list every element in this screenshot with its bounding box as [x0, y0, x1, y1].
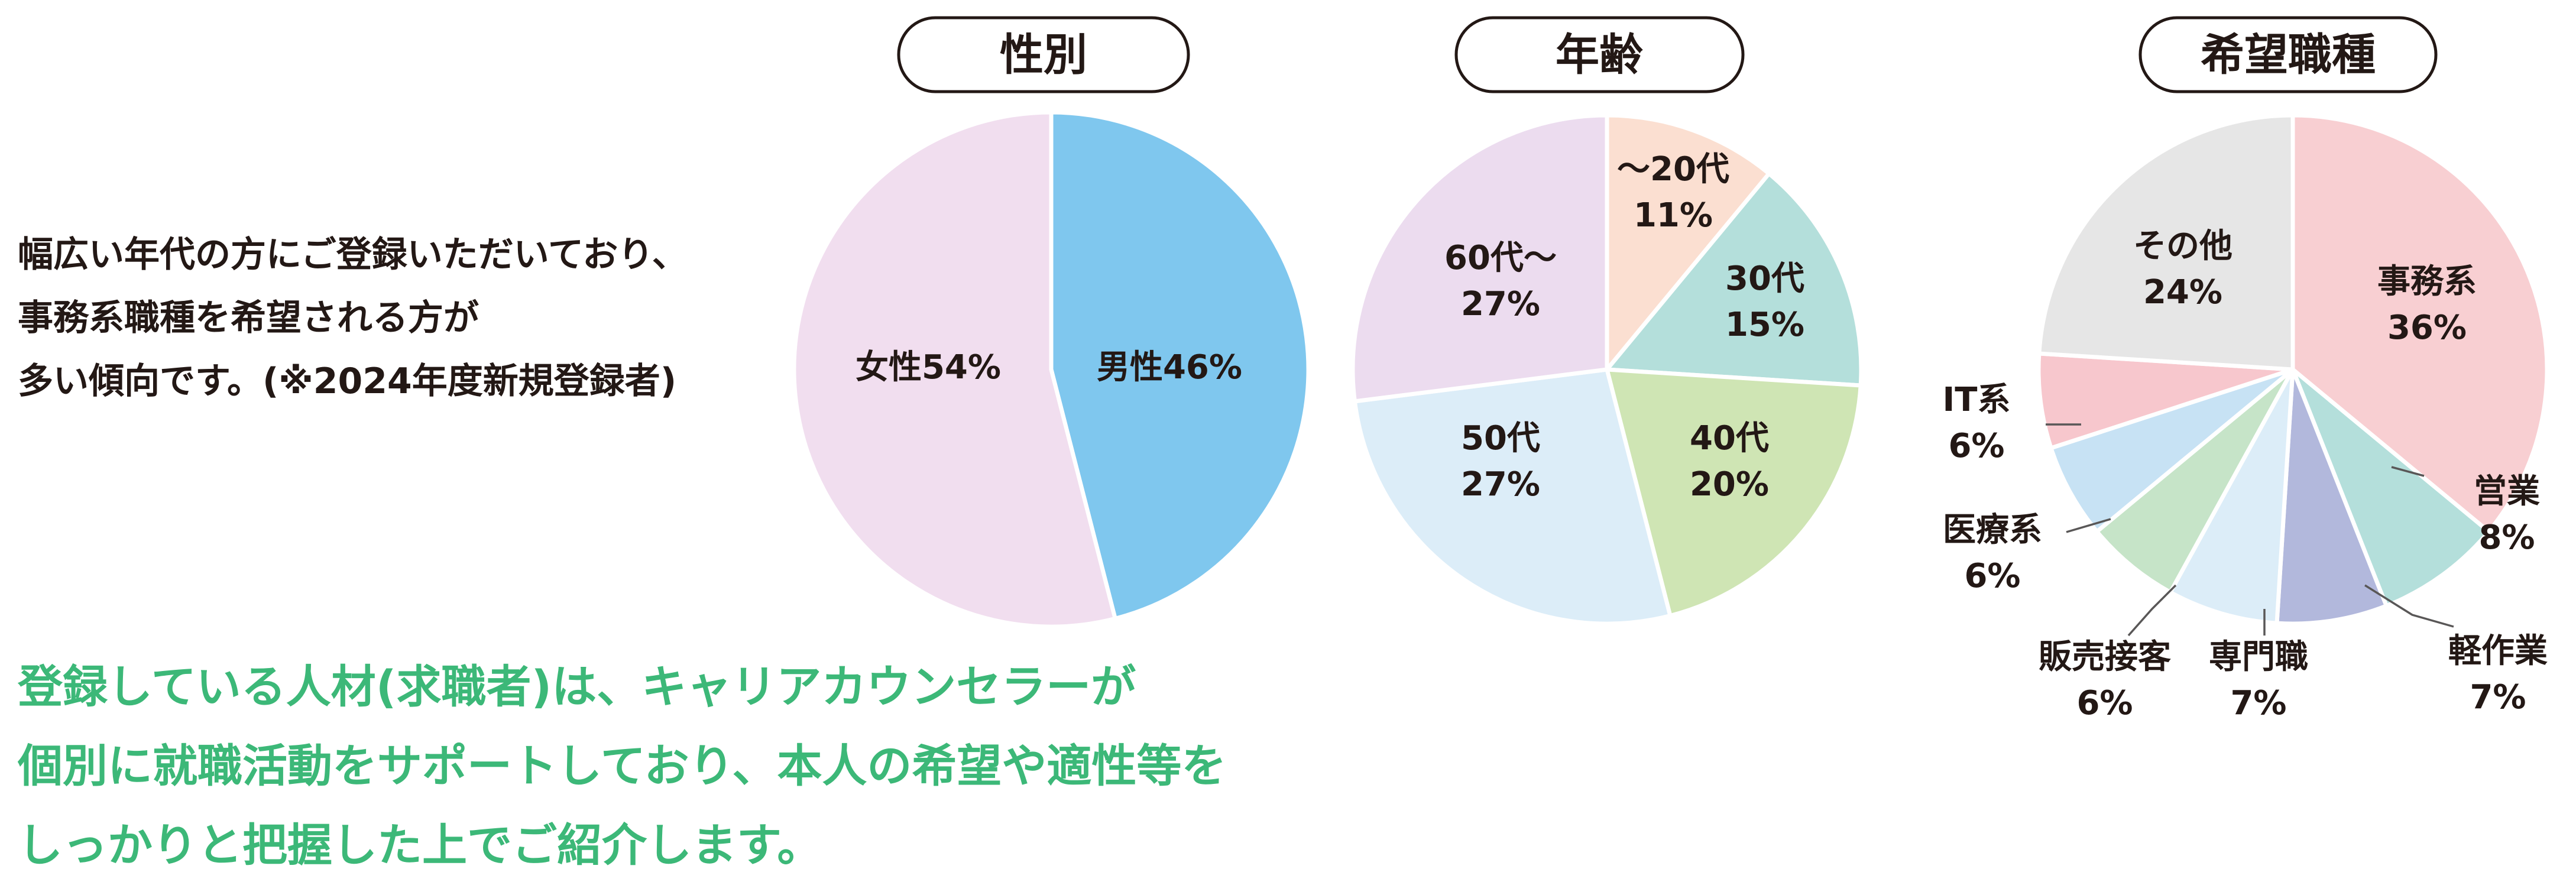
gender-chart: 性別 男性46% 女性54%	[792, 16, 1311, 629]
pie-slice	[1604, 367, 1863, 618]
pie-label-retail-service: 販売接客 6%	[2039, 638, 2171, 722]
leader-line	[2066, 518, 2111, 533]
age-chart-title: 年齢	[1556, 30, 1643, 80]
pie-slice	[1352, 367, 1673, 626]
pie-label-male: 男性46%	[1097, 348, 1242, 387]
pie-slice	[2094, 368, 2295, 595]
pie-label-medical: 医療系 6%	[1943, 511, 2042, 595]
leader-line	[2391, 466, 2425, 477]
job-chart: 希望職種 事務系 36% 営業 8% 軽作業 7% 専門職 7% 販売接客 6% 医療系 6…	[1942, 16, 2549, 722]
intro-text: 幅広い年代の方にご登録いただいており、 事務系職種を希望される方が 多い傾向です…	[18, 223, 786, 413]
job-title-pill	[2138, 16, 2438, 93]
pie-label-office: 事務系 36%	[2377, 262, 2477, 347]
pie-slice	[2290, 113, 2549, 535]
leader-line	[2364, 584, 2454, 628]
pie-label-40s: 40代 20%	[1690, 419, 1769, 504]
intro-line: 幅広い年代の方にご登録いただいており、	[18, 234, 688, 275]
note-line: 登録している人材(求職者)は、キャリアカウンセラーが	[18, 660, 1136, 713]
note-line: しっかりと把握した上でご紹介します。	[18, 819, 822, 871]
pie-label-30s: 30代 15%	[1725, 260, 1804, 344]
gender-pie	[792, 110, 1311, 629]
pie-label-50s: 50代 27%	[1461, 419, 1540, 504]
pie-label-other: その他 24%	[2133, 227, 2232, 312]
pie-slice	[2036, 351, 2294, 451]
intro-line: 事務系職種を希望される方が	[18, 297, 479, 339]
pie-slice	[2274, 368, 2389, 626]
gender-title-pill	[897, 16, 1190, 93]
note-line: 個別に就職活動をサポートしており、本人の希望や適性等を	[18, 740, 1227, 792]
age-title-pill	[1454, 16, 1745, 93]
pie-label-specialist: 専門職 7%	[2209, 638, 2308, 722]
age-chart: 年齢 〜20代 11% 30代 15% 40代 20% 50代 27% 60代〜 27%	[1350, 16, 1864, 626]
gender-chart-title: 性別	[1000, 30, 1087, 80]
job-chart-title: 希望職種	[2201, 30, 2376, 80]
pie-slice	[2167, 368, 2295, 625]
pie-slice	[1602, 170, 1864, 388]
pie-slice	[1049, 110, 1311, 621]
pie-slice	[792, 110, 1118, 629]
pie-label-60s-plus: 60代〜 27%	[1444, 239, 1557, 323]
job-leader-lines	[2046, 423, 2454, 637]
age-pie	[1350, 113, 1864, 626]
pie-label-sales: 営業 8%	[2474, 472, 2540, 557]
pie-slice	[1605, 113, 1773, 375]
leader-line	[2127, 584, 2177, 637]
pie-slice	[2037, 113, 2295, 372]
pie-label-female: 女性54%	[856, 348, 1001, 387]
pie-slice	[1350, 113, 1609, 404]
support-note: 登録している人材(求職者)は、キャリアカウンセラーが 個別に就職活動をサポートし…	[18, 647, 1348, 885]
pie-label-under-20s: 〜20代 11%	[1617, 150, 1729, 235]
job-pie	[2036, 113, 2549, 626]
pie-label-it: IT系 6%	[1942, 381, 2010, 465]
pie-label-light-work: 軽作業 7%	[2448, 632, 2548, 717]
pie-slice	[2048, 367, 2295, 535]
intro-line: 多い傾向です。(※2024年度新規登録者)	[18, 361, 677, 402]
